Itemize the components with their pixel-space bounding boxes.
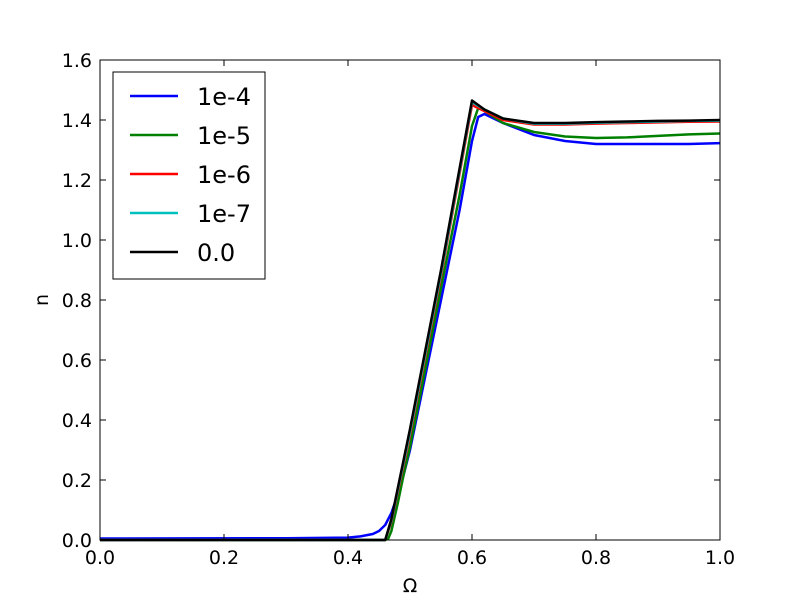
x-tick-label: 1.0 (705, 547, 735, 569)
legend-label: 1e-6 (197, 161, 251, 189)
y-tick-label: 0.0 (62, 530, 92, 552)
y-tick-label: 0.2 (62, 470, 92, 492)
legend-label: 1e-7 (197, 200, 251, 228)
series-line-0 (99, 112, 721, 540)
y-tick-label: 1.6 (62, 50, 92, 72)
y-tick-label: 0.6 (62, 350, 92, 372)
x-tick-label: 0.4 (333, 547, 363, 569)
y-tick-label: 1.4 (62, 110, 92, 132)
legend-label: 1e-4 (197, 83, 251, 111)
y-tick-label: 1.0 (62, 230, 92, 252)
x-tick-label: 0.8 (581, 547, 611, 569)
x-tick-label: 0.6 (457, 547, 487, 569)
x-axis-label: Ω (403, 575, 418, 597)
x-tick-label: 0.0 (85, 547, 115, 569)
legend-label: 1e-5 (197, 122, 251, 150)
x-axis: 0.0 0.2 0.4 0.6 0.8 1.0 (85, 60, 735, 569)
plot-lines (99, 99, 721, 542)
y-tick-label: 0.8 (62, 290, 92, 312)
series-line-1 (100, 106, 721, 542)
legend: 1e-4 1e-5 1e-6 1e-7 0.0 (112, 71, 266, 280)
y-axis: 0.0 0.2 0.4 0.6 0.8 1.0 1.2 1.4 1.6 (62, 50, 720, 552)
x-tick-label: 0.2 (209, 547, 239, 569)
legend-box (112, 71, 266, 280)
y-tick-label: 0.4 (62, 410, 92, 432)
legend-label: 0.0 (197, 239, 235, 267)
y-tick-label: 1.2 (62, 170, 92, 192)
y-axis-label: n (31, 294, 53, 306)
series-line-4 (100, 99, 721, 542)
